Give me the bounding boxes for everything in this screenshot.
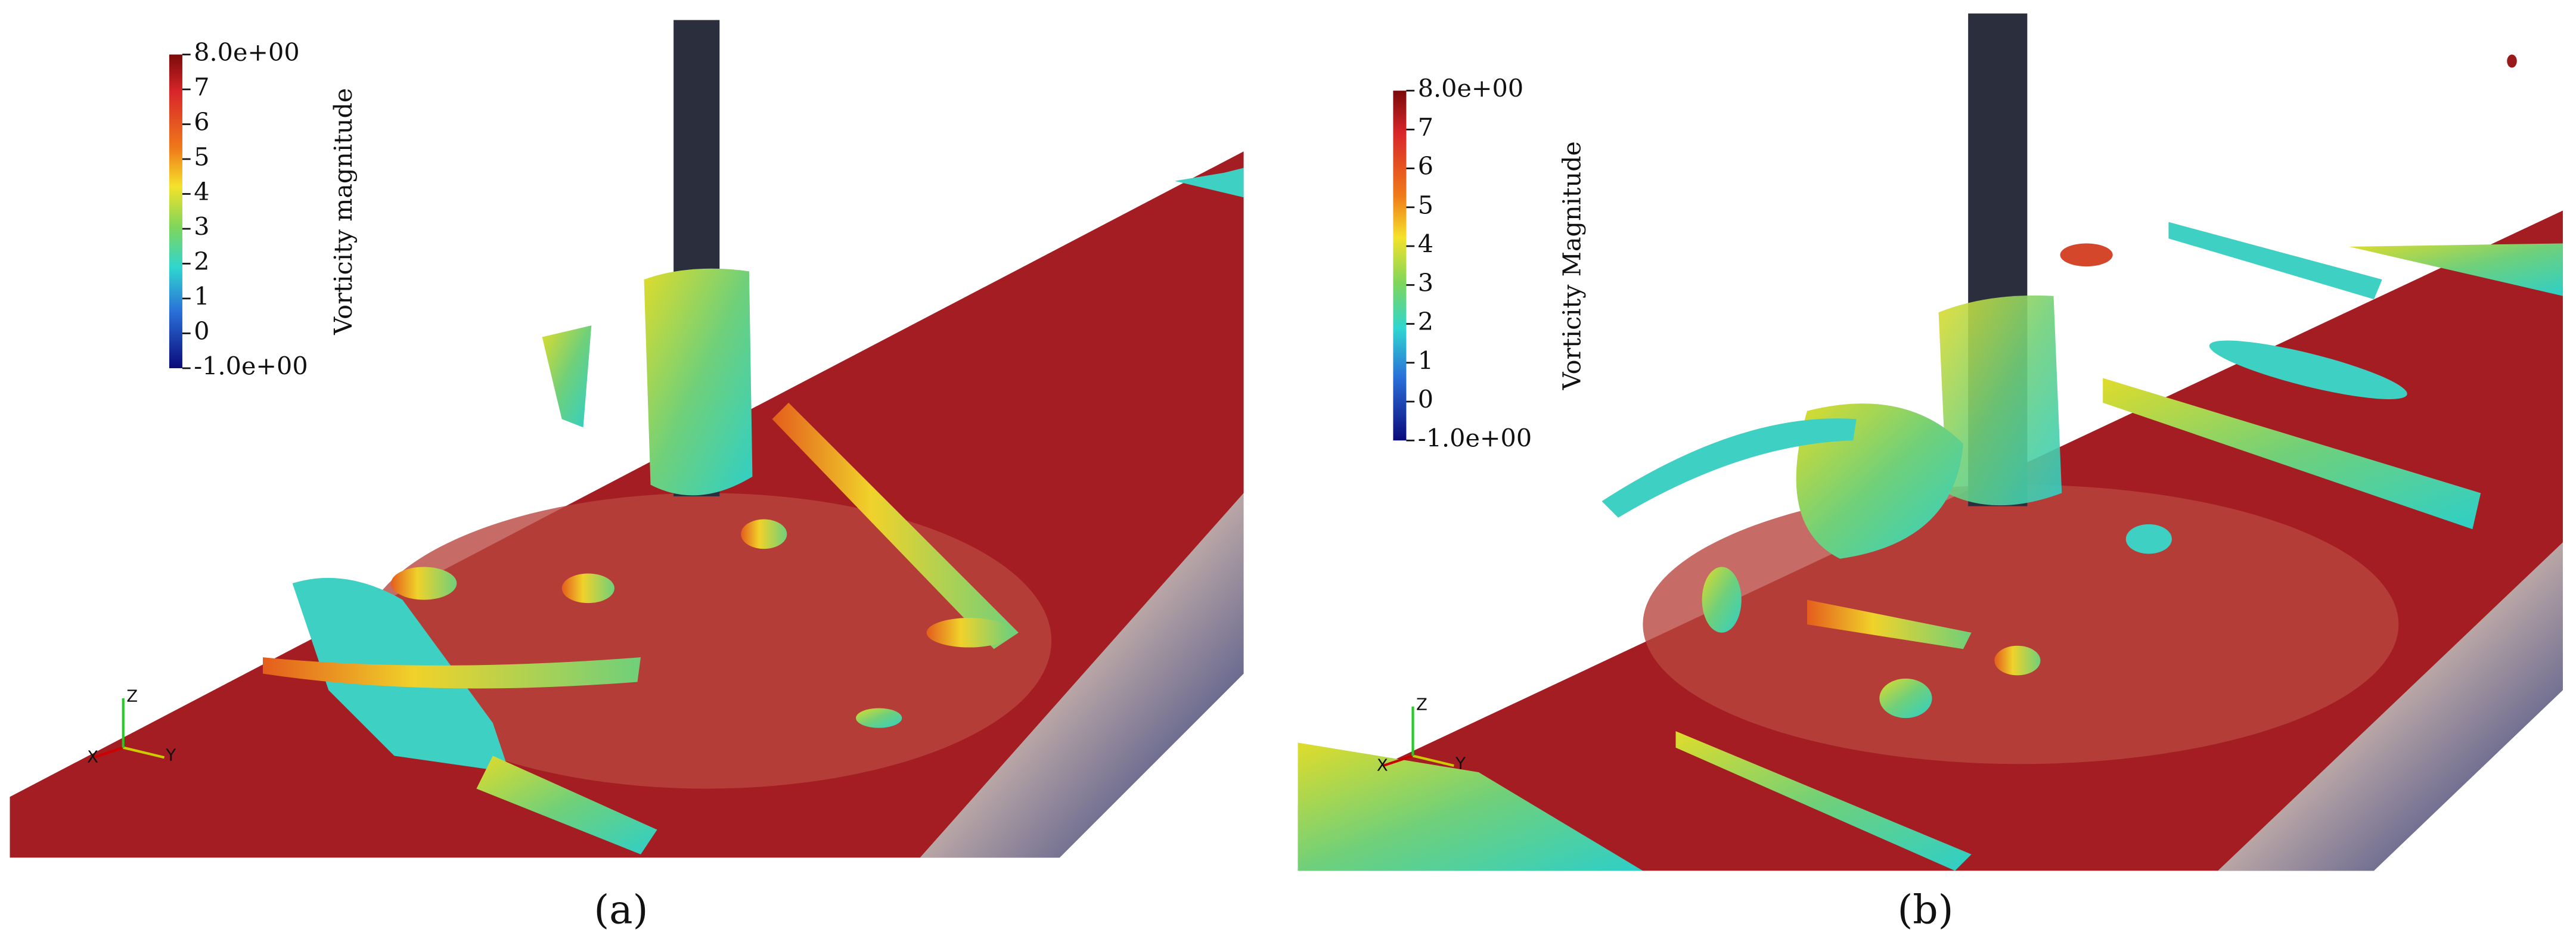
vortex-blob — [1879, 678, 1932, 719]
vortex-tube — [644, 268, 753, 496]
colorbar-tick-label: 1 — [1418, 346, 1433, 375]
axis-arrow — [1413, 754, 1454, 767]
colorbar-tick-label: 0 — [1418, 386, 1433, 414]
colorbar-tick-label: 6 — [1418, 152, 1433, 181]
colorbar-tick-label: 8.0e+00 — [1418, 74, 1523, 103]
vortex-blob — [2349, 243, 2563, 296]
colorbar-tick-label: -1.0e+00 — [1418, 424, 1532, 453]
colorbar-tick-label: 7 — [194, 73, 209, 101]
vortex-blob — [772, 402, 1019, 649]
axis-label: X — [1377, 756, 1388, 775]
colorbar — [1393, 91, 1407, 441]
colorbar-tick-label: 4 — [1418, 230, 1433, 259]
vortex-blob — [1702, 567, 1742, 633]
axis-arrow — [93, 746, 124, 759]
colorbar-tick-label: 4 — [194, 178, 209, 206]
axis-arrow — [1383, 754, 1414, 767]
vortex-blob — [476, 756, 657, 854]
colorbar-tick-label: 3 — [194, 212, 209, 241]
axis-label: Z — [1416, 695, 1427, 714]
scene-a — [10, 20, 1244, 858]
colorbar-tick-label: 3 — [1418, 269, 1433, 297]
vortex-blob — [2125, 524, 2172, 554]
vortex-blob — [2103, 378, 2481, 530]
colorbar-tick-label: 7 — [1418, 113, 1433, 142]
vortex-blob — [2507, 54, 2517, 68]
vortex-blob — [2209, 340, 2407, 399]
vortex-blob — [1174, 167, 1244, 198]
colorbar-tick-label: -1.0e+00 — [194, 352, 308, 380]
vortex-blob — [1994, 645, 2041, 676]
colorbar-tick-label: 5 — [194, 142, 209, 171]
vortex-blob — [1807, 599, 1972, 649]
vortex-blob — [2060, 243, 2113, 267]
colorbar-tick-label: 8.0e+00 — [194, 38, 299, 67]
axis-label: Y — [1455, 754, 1466, 773]
vortex-blob — [741, 519, 787, 549]
colorbar-tick-label: 0 — [194, 317, 209, 346]
axis-label: Y — [165, 746, 176, 765]
colorbar-tick-label: 5 — [1418, 191, 1433, 219]
colorbar — [169, 54, 182, 368]
vortex-tube — [1938, 295, 2062, 506]
colorbar-title: Vorticity Magnitude — [1558, 141, 1587, 390]
axis-label: X — [87, 748, 98, 767]
axis-label: Z — [126, 687, 138, 706]
vortex-tube — [1796, 403, 1963, 559]
colorbar-tick-label: 2 — [194, 247, 209, 276]
vortex-blob — [926, 617, 1012, 648]
axis-arrow — [123, 746, 165, 759]
scene-b — [1298, 13, 2563, 871]
colorbar-tick-label: 6 — [194, 108, 209, 136]
wake-surface — [1643, 484, 2399, 764]
vortex-blob — [542, 325, 592, 428]
vortex-blob — [1602, 418, 1857, 518]
vortex-blob — [1298, 742, 1643, 871]
colorbar-title: Vorticity magnitude — [329, 88, 358, 335]
colorbar-tick-label: 2 — [1418, 307, 1433, 336]
vortex-blob — [1675, 731, 1972, 871]
panel-label: (b) — [1897, 887, 1953, 933]
vortex-blob — [2168, 222, 2382, 300]
vortex-blob — [856, 708, 902, 728]
vortex-blob — [391, 567, 457, 600]
slab-side — [2218, 542, 2563, 871]
slab-side — [920, 493, 1244, 858]
colorbar-tick-label: 1 — [194, 282, 209, 310]
vortex-blob — [561, 573, 614, 604]
vortex-blob — [263, 657, 641, 689]
panel-label: (a) — [594, 887, 648, 933]
